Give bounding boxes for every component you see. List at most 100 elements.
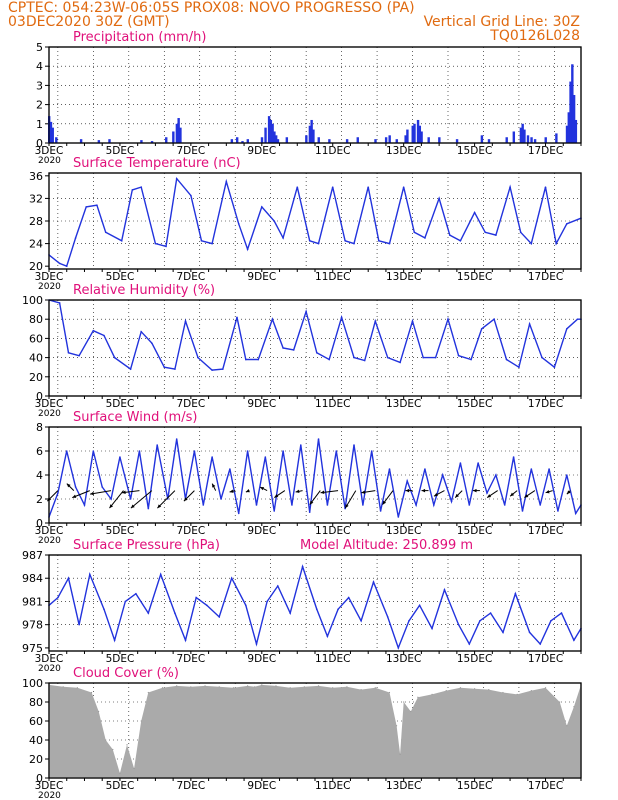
pressure-point (573, 639, 575, 641)
temp-xtick-label: 11DEC (315, 271, 350, 283)
wind-point (237, 512, 240, 515)
precip-bar (241, 141, 244, 143)
wind-arrow-head (229, 489, 234, 493)
temp-xtick-label: 3DEC (35, 271, 64, 283)
rh-point (386, 356, 389, 359)
cloud-point (204, 685, 206, 687)
wind-point (92, 450, 95, 452)
wind-point (211, 456, 213, 458)
wind-point (255, 504, 258, 506)
precip-bar (246, 139, 250, 143)
wind-point (326, 504, 329, 506)
precip-bar (305, 135, 308, 143)
temp-point (154, 242, 157, 245)
precip-bar (317, 137, 320, 143)
precip-bar (172, 131, 175, 143)
wind-xtick-label: 7DEC (176, 525, 205, 537)
wind-point (459, 462, 462, 464)
pressure-point (528, 631, 531, 634)
pressure-xtick-label: 15DEC (457, 653, 492, 665)
rh-point (151, 342, 153, 345)
pressure-point (502, 631, 504, 634)
pressure-point (479, 620, 481, 622)
precip-bar (505, 137, 508, 143)
wind-arrow-head (66, 483, 71, 488)
temp-point (282, 237, 284, 239)
rh-point (197, 356, 199, 359)
precip-bar (49, 121, 53, 143)
pressure-point (315, 608, 318, 610)
rh-point (518, 366, 520, 369)
temp-year-label: 2020 (38, 282, 61, 292)
precip-bar (345, 139, 349, 143)
rh-point (434, 356, 437, 359)
temp-xtick-label: 15DEC (457, 271, 492, 283)
cloud-xtick-label: 7DEC (176, 780, 205, 792)
wind-arrow-head (405, 488, 410, 493)
pressure-point (103, 608, 105, 610)
precip-bar (544, 137, 547, 143)
rh-point (129, 368, 132, 370)
rh-point (163, 366, 166, 369)
pressure-point (560, 612, 563, 614)
wind-frame-top (48, 426, 582, 524)
temp-point (120, 239, 123, 242)
rh-ytick-label: 60 (29, 332, 43, 345)
temp-point (96, 204, 98, 206)
rh-point (566, 328, 568, 330)
temp-ytick-label: 32 (29, 192, 43, 205)
precip-bar (384, 137, 388, 143)
cloud-point (133, 767, 135, 770)
wind-xtick-label: 15DEC (457, 525, 492, 537)
wind-point (129, 498, 132, 500)
precip-bar (413, 123, 416, 143)
cloud-ytick-label: 80 (29, 696, 43, 709)
pressure-xtick-label: 3DEC (35, 653, 64, 665)
wind-point (282, 450, 284, 452)
rh-point (305, 310, 307, 313)
pressure-point (372, 581, 375, 583)
wind-point (503, 504, 506, 506)
precip-bar (411, 125, 414, 143)
pressure-point (57, 596, 59, 599)
precip-bar (271, 123, 274, 143)
cloud-point (332, 687, 334, 689)
temp-ytick-label: 24 (29, 238, 43, 251)
precip-bar (526, 135, 530, 143)
header-date: 03DEC2020 30Z (GMT) (8, 14, 170, 30)
cloud-xtick-label: 13DEC (386, 780, 421, 792)
temp-point (344, 239, 346, 242)
rh-point (505, 358, 508, 361)
cloud-ytick-label: 40 (29, 734, 43, 747)
pressure-point (443, 589, 446, 591)
pressure-point (67, 577, 70, 580)
temp-point (273, 220, 276, 222)
pressure-point (431, 627, 433, 630)
rh-ytick-label: 0 (36, 390, 43, 403)
wind-point (388, 468, 391, 470)
pressure-point (360, 620, 362, 622)
temp-xtick-label: 13DEC (386, 271, 421, 283)
temp-point (165, 245, 167, 248)
wind-point (83, 504, 86, 506)
precip-bar (416, 119, 420, 143)
wind-point (291, 504, 293, 506)
precip-bar (150, 141, 154, 143)
temp-point (378, 239, 380, 242)
cloud-point (544, 687, 547, 689)
cloud-point (459, 687, 462, 689)
precip-title: Precipitation (mm/h) (73, 30, 206, 45)
temp-title: Surface Temperature (nC) (73, 156, 241, 171)
precip-bar (269, 119, 273, 143)
precip-bar (267, 116, 271, 143)
cloud-point (261, 684, 263, 686)
wind-point (468, 504, 471, 506)
rh-xtick-label: 17DEC (528, 398, 563, 410)
cloud-point (395, 725, 398, 727)
wind-arrow (130, 490, 153, 509)
pressure-point (218, 616, 221, 618)
pressure-point (408, 620, 410, 622)
wind-arrow-head (130, 504, 135, 509)
wind-ytick-label: 6 (36, 445, 43, 458)
precip-xtick-label: 17DEC (528, 145, 563, 157)
